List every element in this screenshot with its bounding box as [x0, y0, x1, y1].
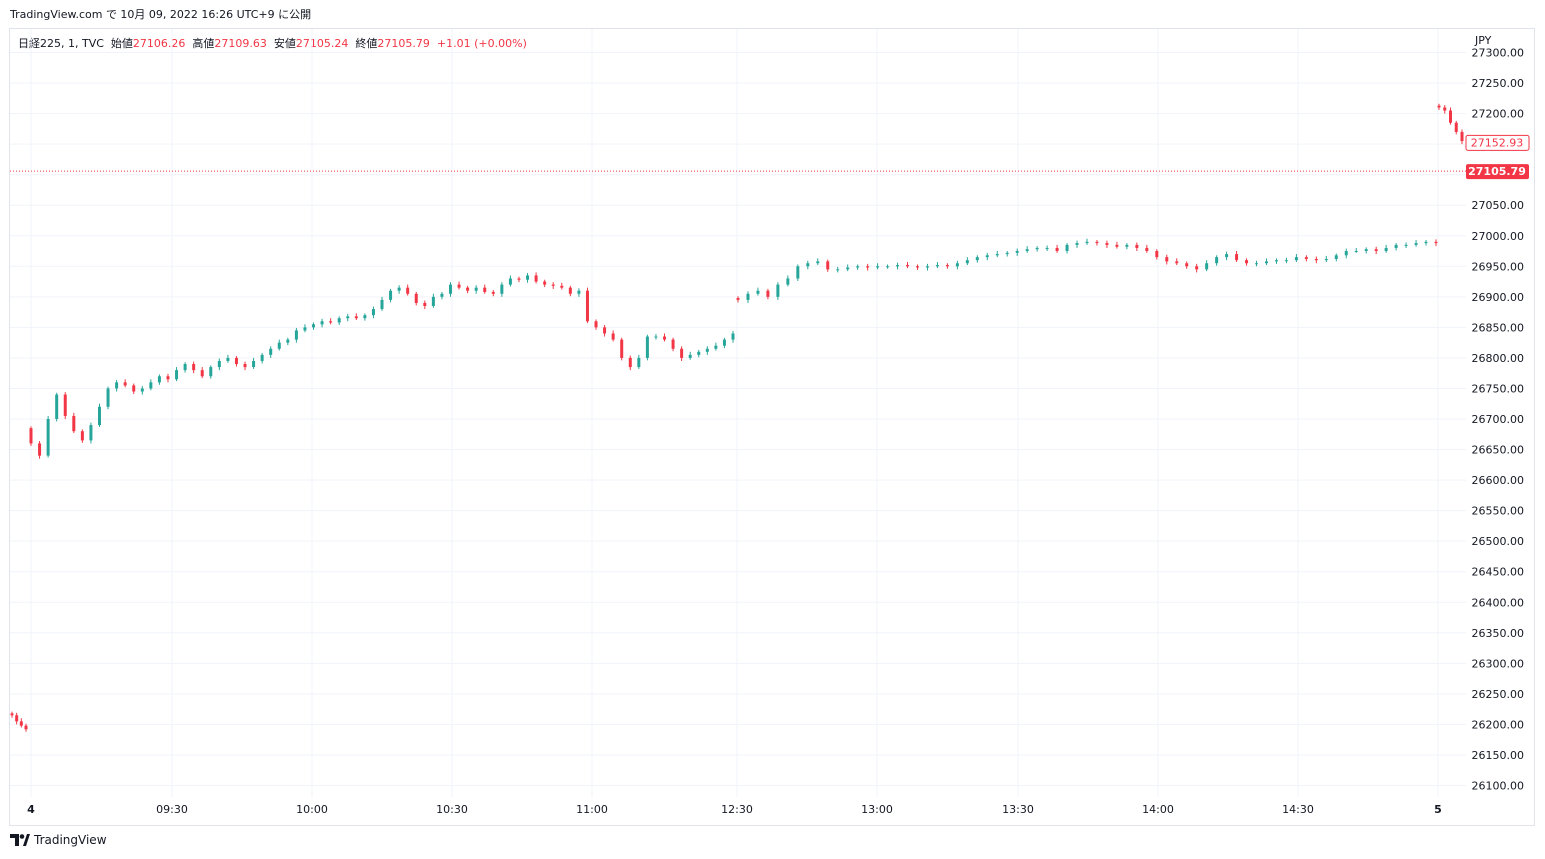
open-label: 始値 [110, 37, 133, 50]
brand-name: TradingView [34, 833, 107, 847]
high-value: 27109.63 [214, 37, 267, 50]
chart-frame[interactable] [9, 28, 1535, 826]
tradingview-logo-icon [10, 834, 30, 846]
open-value: 27106.26 [132, 37, 186, 50]
published-caption: TradingView.com で 10月 09, 2022 16:26 UTC… [10, 8, 312, 21]
close-value: 27105.79 [377, 37, 430, 50]
low-label: 安値 [273, 37, 296, 50]
low-value: 27105.24 [295, 37, 349, 50]
symbol-label[interactable]: 日経225, 1, TVC [18, 37, 104, 50]
chart-legend: 日経225, 1, TVC 始値27106.26 高値27109.63 安値27… [18, 35, 527, 51]
change-value: +1.01 (+0.00%) [436, 37, 527, 50]
high-label: 高値 [192, 37, 215, 50]
tradingview-logo[interactable]: TradingView [10, 833, 107, 847]
close-label: 終値 [355, 37, 378, 50]
